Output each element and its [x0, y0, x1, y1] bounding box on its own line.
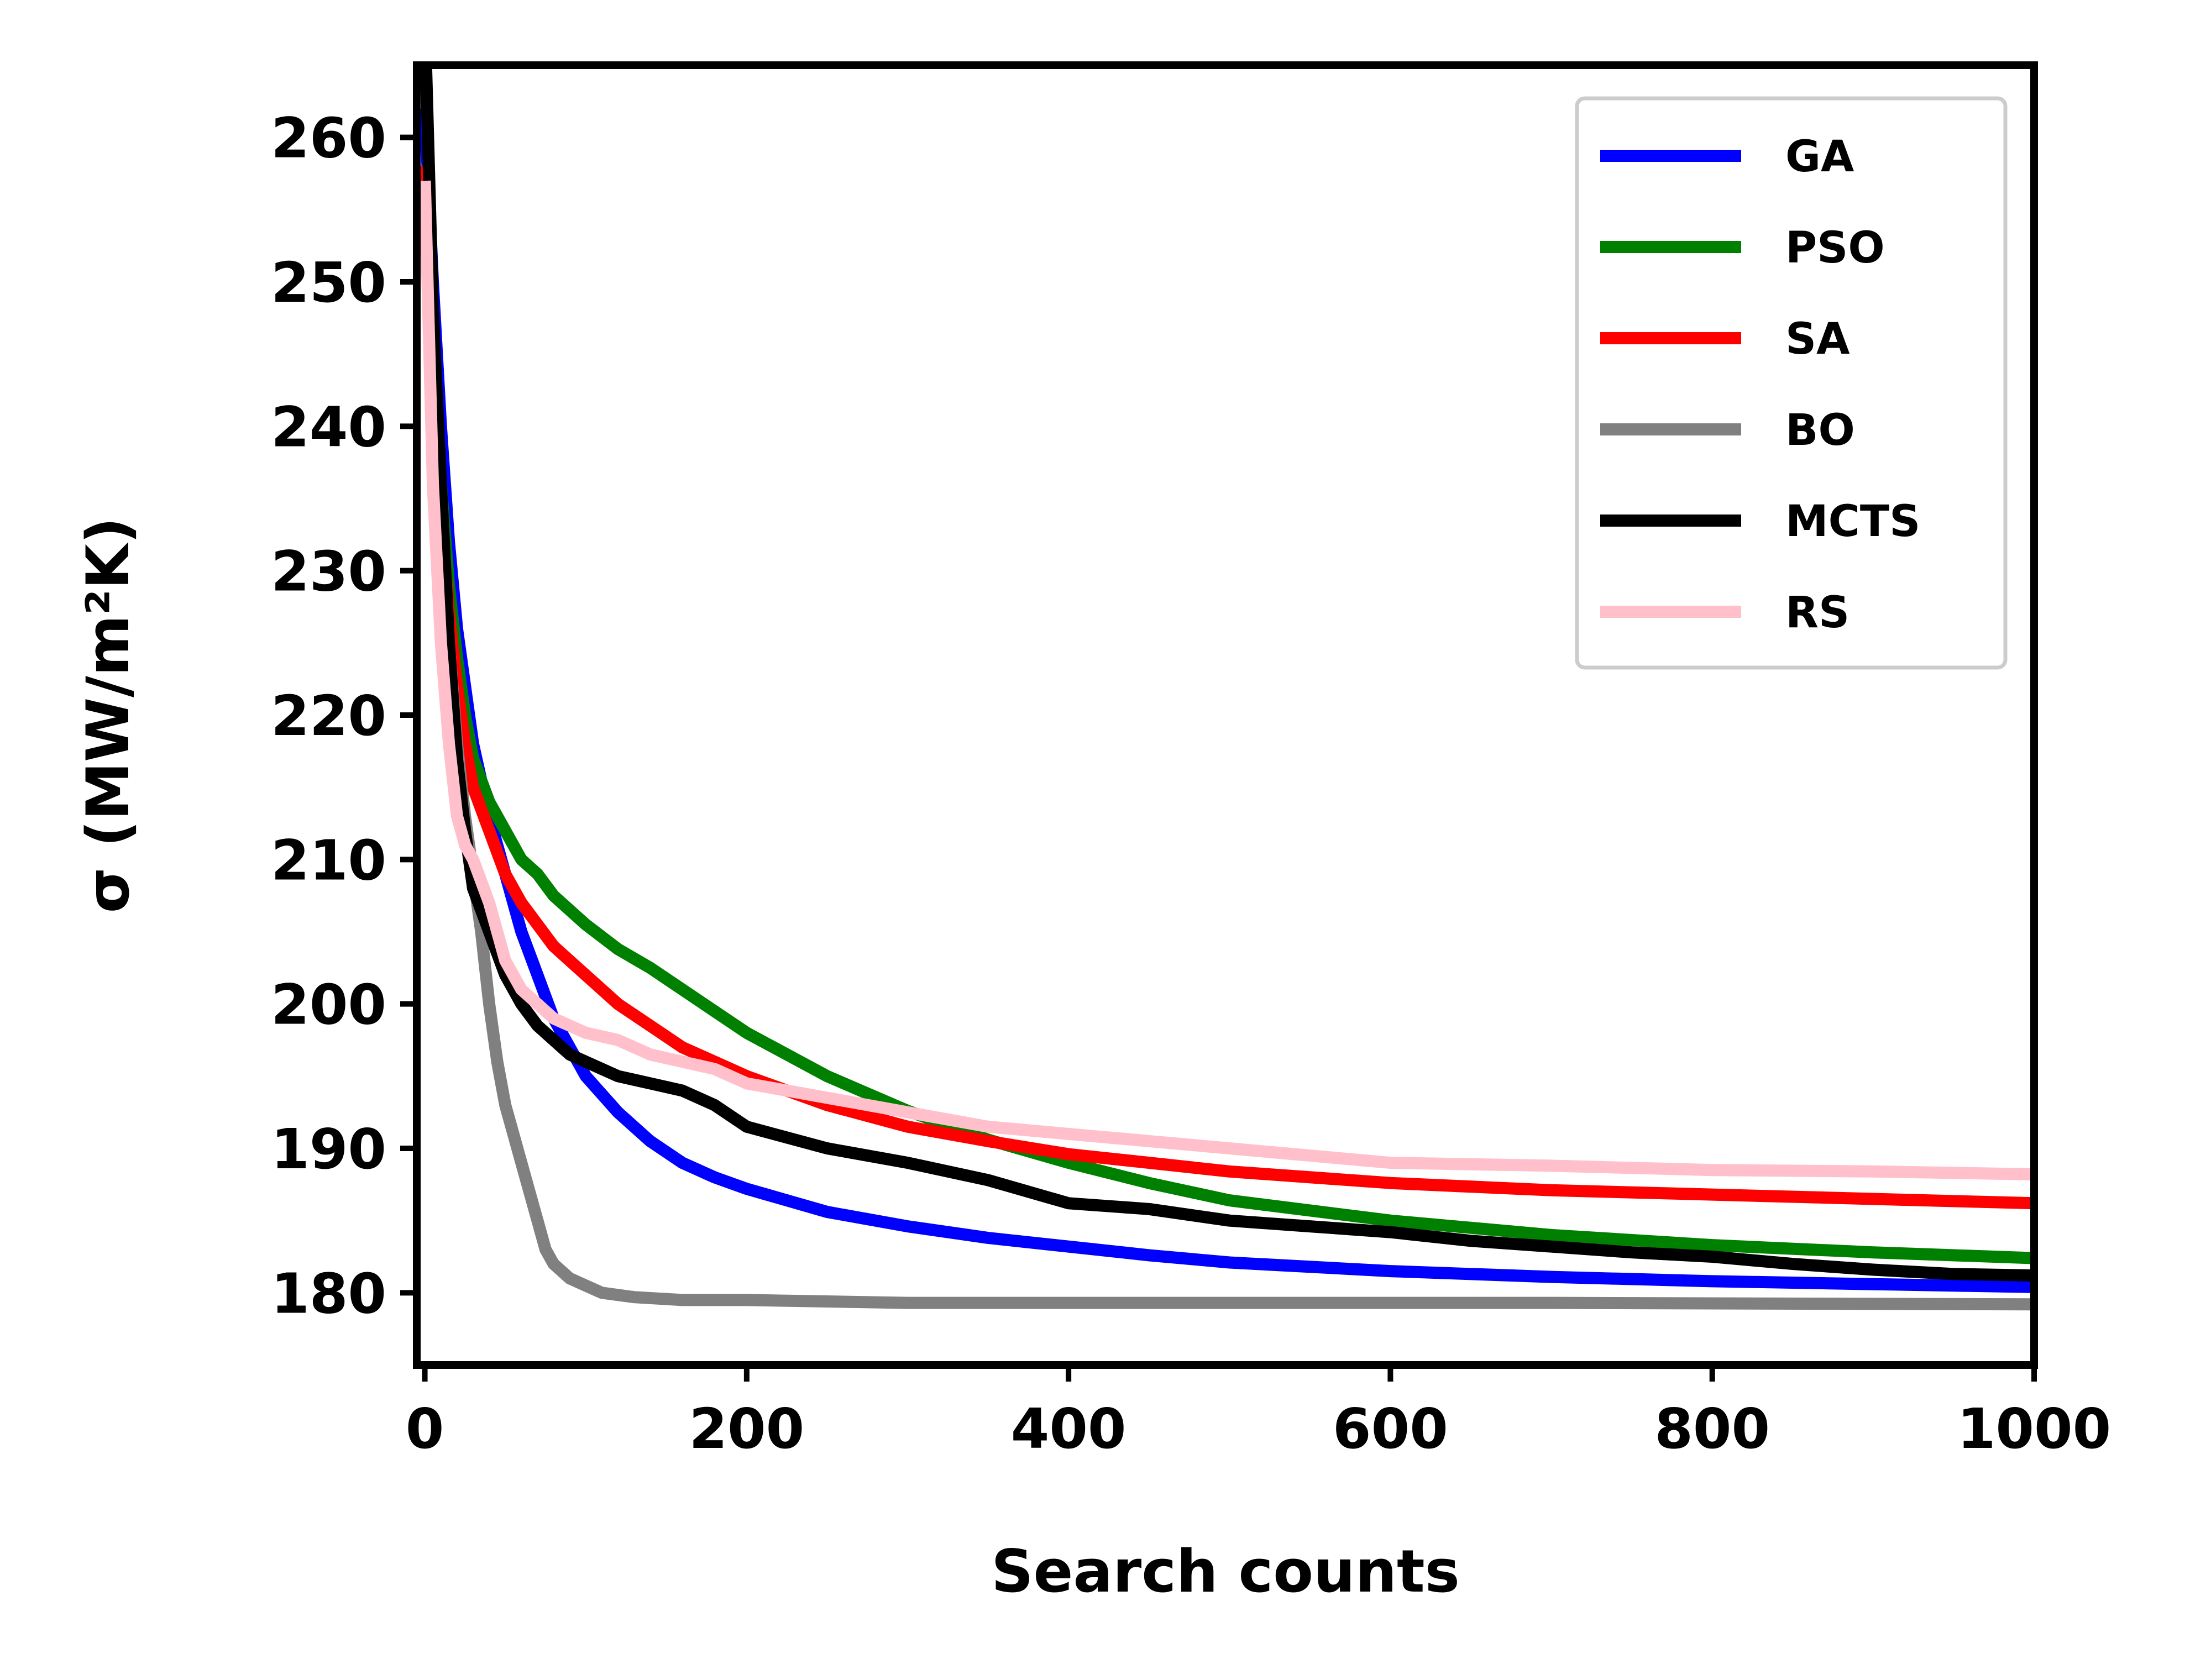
y-axis-label: σ (MW/m²K): [74, 517, 142, 913]
legend: GA PSO SA BO MCTS RS: [1575, 96, 2008, 670]
legend-frame: [1575, 96, 2008, 670]
x-tick-label: 200: [689, 1397, 804, 1461]
x-tick-label: 0: [406, 1397, 444, 1461]
y-tick-label: 180: [271, 1261, 386, 1326]
y-tick-label: 210: [271, 828, 386, 893]
legend-label-bo: BO: [1785, 406, 1855, 455]
legend-label-rs: RS: [1785, 588, 1850, 638]
x-tick-label: 1000: [1957, 1397, 2111, 1461]
y-tick-label: 240: [271, 395, 386, 459]
x-axis: 0 200 400 600 800 1000: [406, 1365, 2111, 1461]
series-layer: [418, 65, 2034, 1311]
legend-label-sa: SA: [1785, 314, 1850, 364]
series-line-sa: [418, 166, 2034, 1210]
y-tick-label: 230: [271, 539, 386, 604]
y-tick-label: 220: [271, 684, 386, 748]
y-tick-label: 260: [271, 106, 386, 171]
x-tick-label: 800: [1654, 1397, 1770, 1461]
y-tick-label: 190: [271, 1117, 386, 1182]
y-tick-label: 200: [271, 973, 386, 1037]
x-tick-label: 400: [1011, 1397, 1127, 1461]
series-line-rs: [418, 180, 2034, 1180]
y-axis: 180 190 200 210 220 230 240 250 260: [271, 106, 417, 1326]
legend-label-mcts: MCTS: [1785, 497, 1920, 547]
y-tick-label: 250: [271, 250, 386, 315]
legend-label-pso: PSO: [1785, 223, 1885, 273]
x-axis-label: Search counts: [991, 1537, 1460, 1605]
legend-label-ga: GA: [1785, 132, 1854, 182]
x-tick-label: 600: [1333, 1397, 1448, 1461]
